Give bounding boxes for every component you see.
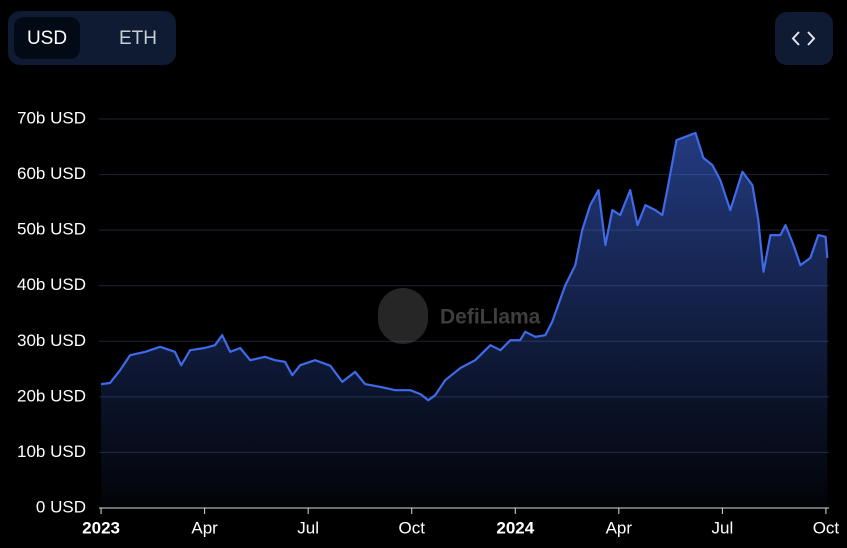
plot-area: 0 USD 10b USD 20b USD 30b USD 40b USD 50b USD…: [17, 108, 839, 537]
embed-icon: [791, 31, 816, 46]
watermark-text: DefiLlama: [440, 306, 541, 329]
y-tick-label: 0 USD: [36, 497, 86, 516]
tvl-line: [100, 131, 829, 402]
x-tick-label: Apr: [606, 518, 633, 537]
toggle-eth[interactable]: ETH: [119, 28, 157, 49]
y-tick-label: 50b USD: [17, 220, 86, 239]
y-tick-label: 30b USD: [17, 331, 86, 350]
y-tick-label: 20b USD: [17, 386, 86, 405]
x-tick-label: Oct: [813, 518, 840, 537]
x-tick-label: Apr: [191, 518, 218, 537]
watermark-logo: [378, 288, 428, 344]
x-tick-label: 2024: [496, 518, 534, 537]
toggle-usd[interactable]: USD: [27, 28, 67, 49]
toggle-selected[interactable]: [14, 17, 80, 59]
embed-button[interactable]: [775, 12, 833, 65]
y-tick-label: 10b USD: [17, 442, 86, 461]
x-tick-label: 2023: [82, 518, 120, 537]
x-tick-label: Jul: [712, 518, 734, 537]
x-tick-label: Oct: [398, 518, 425, 537]
y-tick-label: 60b USD: [17, 164, 86, 183]
y-tick-label: 70b USD: [17, 108, 86, 127]
area-fill: [101, 132, 828, 508]
watermark: DefiLlama: [378, 288, 541, 344]
x-tick-label: Jul: [297, 518, 319, 537]
y-tick-label: 40b USD: [17, 275, 86, 294]
